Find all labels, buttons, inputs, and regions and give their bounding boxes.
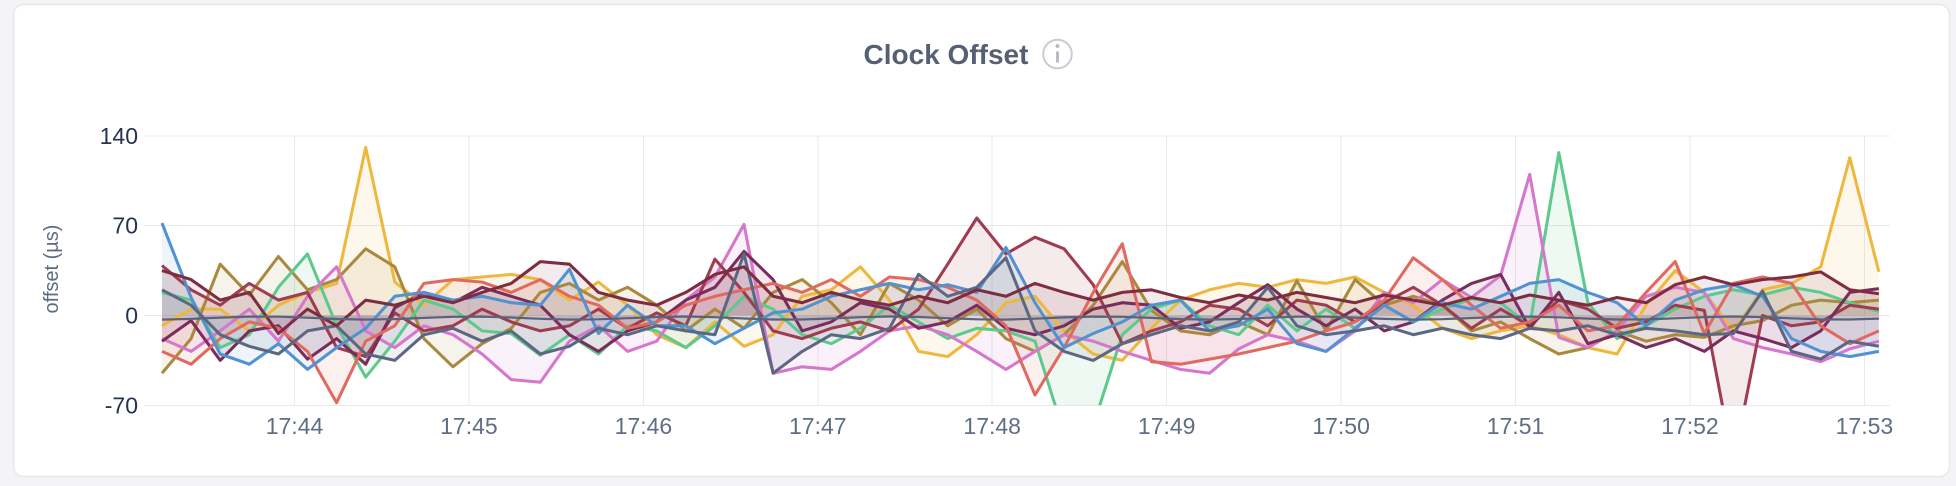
svg-text:17:47: 17:47 bbox=[789, 413, 847, 439]
svg-text:17:44: 17:44 bbox=[266, 413, 324, 439]
svg-text:70: 70 bbox=[112, 213, 138, 239]
svg-text:17:48: 17:48 bbox=[963, 413, 1021, 439]
svg-text:17:51: 17:51 bbox=[1487, 413, 1545, 439]
svg-text:17:45: 17:45 bbox=[440, 413, 498, 439]
svg-text:17:50: 17:50 bbox=[1312, 413, 1370, 439]
svg-text:offset (µs): offset (µs) bbox=[41, 225, 63, 314]
svg-text:-70: -70 bbox=[105, 392, 138, 418]
svg-text:Clock Offset: Clock Offset bbox=[864, 39, 1029, 70]
svg-text:140: 140 bbox=[100, 123, 138, 149]
svg-text:17:46: 17:46 bbox=[615, 413, 673, 439]
svg-text:17:49: 17:49 bbox=[1138, 413, 1196, 439]
svg-text:17:53: 17:53 bbox=[1836, 413, 1894, 439]
svg-text:17:52: 17:52 bbox=[1661, 413, 1719, 439]
svg-text:0: 0 bbox=[125, 303, 138, 329]
